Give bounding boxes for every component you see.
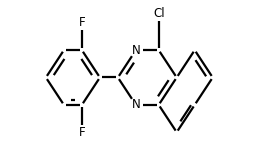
Text: N: N (132, 44, 140, 57)
Text: N: N (132, 98, 140, 111)
Text: F: F (78, 16, 85, 29)
Text: Cl: Cl (153, 7, 164, 20)
Text: F: F (78, 126, 85, 139)
